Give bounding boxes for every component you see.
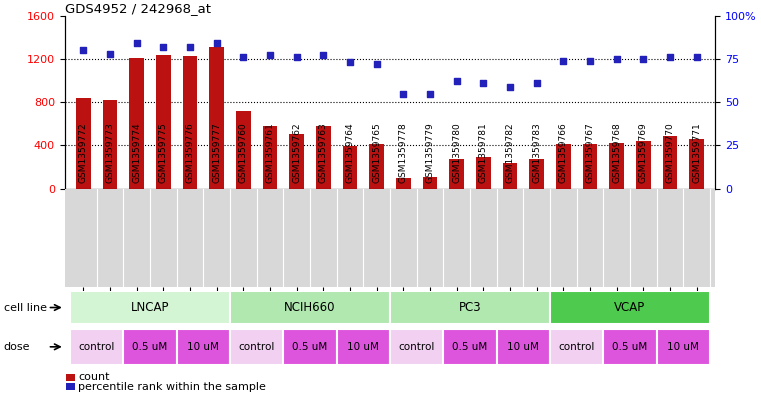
Point bbox=[424, 90, 436, 97]
Bar bbox=[583, 144, 597, 189]
Point bbox=[504, 83, 516, 90]
Bar bbox=[316, 126, 331, 189]
Bar bbox=[70, 329, 123, 365]
Text: cell line: cell line bbox=[4, 303, 47, 312]
Bar bbox=[390, 292, 550, 323]
Bar bbox=[449, 160, 464, 189]
Bar bbox=[76, 98, 91, 189]
Text: 0.5 uM: 0.5 uM bbox=[613, 342, 648, 352]
Bar bbox=[610, 143, 624, 189]
Bar bbox=[422, 177, 438, 189]
Point bbox=[451, 78, 463, 84]
Text: GDS4952 / 242968_at: GDS4952 / 242968_at bbox=[65, 2, 211, 15]
Text: VCAP: VCAP bbox=[614, 301, 645, 314]
Bar bbox=[230, 292, 390, 323]
Text: NCIH660: NCIH660 bbox=[285, 301, 336, 314]
Bar bbox=[503, 163, 517, 189]
Point bbox=[291, 54, 303, 61]
Bar bbox=[497, 329, 550, 365]
Bar bbox=[183, 56, 197, 189]
Point bbox=[317, 52, 330, 59]
Point bbox=[530, 80, 543, 86]
Text: control: control bbox=[78, 342, 115, 352]
Point bbox=[237, 54, 250, 61]
Text: LNCAP: LNCAP bbox=[131, 301, 169, 314]
Bar bbox=[103, 100, 117, 189]
Bar bbox=[177, 329, 230, 365]
Bar bbox=[123, 329, 177, 365]
Bar bbox=[657, 329, 710, 365]
Text: 0.5 uM: 0.5 uM bbox=[292, 342, 328, 352]
Text: count: count bbox=[78, 372, 110, 382]
Point bbox=[690, 54, 702, 61]
Text: 0.5 uM: 0.5 uM bbox=[132, 342, 167, 352]
Bar bbox=[550, 292, 710, 323]
Bar bbox=[636, 141, 651, 189]
Point bbox=[664, 54, 676, 61]
Point bbox=[158, 44, 170, 50]
Point bbox=[584, 57, 596, 64]
Text: 10 uM: 10 uM bbox=[348, 342, 379, 352]
Bar bbox=[129, 58, 144, 189]
Bar bbox=[444, 329, 497, 365]
Bar bbox=[209, 47, 224, 189]
Point bbox=[104, 51, 116, 57]
Point bbox=[211, 40, 223, 46]
Text: control: control bbox=[399, 342, 435, 352]
Point bbox=[397, 90, 409, 97]
Bar bbox=[369, 144, 384, 189]
Bar bbox=[530, 160, 544, 189]
Bar bbox=[289, 134, 304, 189]
Text: 10 uM: 10 uM bbox=[667, 342, 699, 352]
Text: 0.5 uM: 0.5 uM bbox=[452, 342, 488, 352]
Point bbox=[557, 57, 569, 64]
Bar bbox=[476, 157, 491, 189]
Bar bbox=[263, 126, 277, 189]
Text: dose: dose bbox=[4, 342, 30, 352]
Text: percentile rank within the sample: percentile rank within the sample bbox=[78, 382, 266, 392]
Bar bbox=[236, 111, 250, 189]
Bar bbox=[396, 178, 411, 189]
Bar bbox=[689, 139, 704, 189]
Bar bbox=[390, 329, 444, 365]
Point bbox=[637, 56, 649, 62]
Text: 10 uM: 10 uM bbox=[508, 342, 540, 352]
Text: control: control bbox=[559, 342, 595, 352]
Bar bbox=[550, 329, 603, 365]
Bar bbox=[70, 292, 230, 323]
Point bbox=[344, 59, 356, 66]
Bar bbox=[603, 329, 657, 365]
Bar bbox=[556, 144, 571, 189]
Point bbox=[78, 47, 90, 53]
Text: control: control bbox=[238, 342, 275, 352]
Point bbox=[184, 44, 196, 50]
Point bbox=[477, 80, 489, 86]
Bar bbox=[283, 329, 336, 365]
Bar bbox=[336, 329, 390, 365]
Point bbox=[371, 61, 383, 67]
Bar bbox=[156, 55, 170, 189]
Text: 10 uM: 10 uM bbox=[187, 342, 219, 352]
Point bbox=[264, 52, 276, 59]
Point bbox=[610, 56, 622, 62]
Bar bbox=[663, 136, 677, 189]
Text: PC3: PC3 bbox=[459, 301, 481, 314]
Point bbox=[131, 40, 143, 46]
Bar bbox=[342, 147, 358, 189]
Bar bbox=[230, 329, 283, 365]
